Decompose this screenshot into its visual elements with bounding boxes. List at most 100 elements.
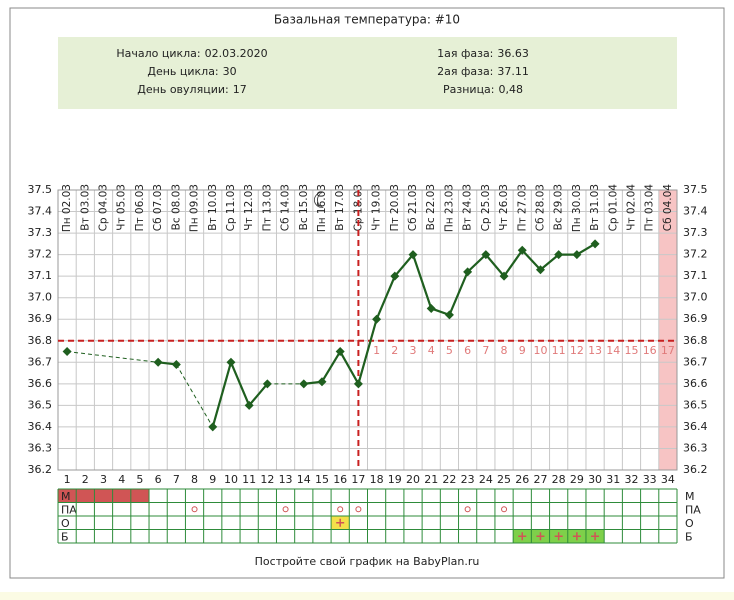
date-label: Пт 03.04 [644,184,656,232]
temperature-point [572,250,582,260]
info-line: День цикла: 30 [147,65,236,78]
day-label: 19 [388,473,402,486]
pa-mark [282,506,289,513]
info-label: День цикла: [147,65,218,78]
y-tick-label: 36.5 [28,398,53,411]
date-label: Вс 15.03 [298,184,310,230]
phase2-day: 16 [643,344,657,357]
y-tick-label-right: 36.6 [683,377,708,390]
day-label: 12 [260,473,274,486]
day-label: 16 [333,473,347,486]
period-mark [94,489,113,503]
date-label: Пн 09.03 [189,184,201,232]
gap-connector [175,364,214,428]
temperature-point [226,357,236,367]
temperature-point [554,250,564,260]
y-tick-label-right: 36.4 [683,420,708,433]
temperature-point [353,379,363,389]
pa-mark [355,506,362,513]
y-tick-label-right: 36.9 [683,312,708,325]
forecast-band [658,190,677,470]
info-value: 17 [233,83,247,96]
plus-mark [336,518,345,527]
temperature-point [481,250,491,260]
day-label: 5 [136,473,143,486]
info-value: 37.11 [497,65,529,78]
temperature-point [335,347,345,357]
period-mark [112,489,131,503]
y-tick-label-right: 37.5 [683,183,708,196]
row-label-right: О [685,517,694,530]
day-label: 14 [297,473,311,486]
day-label: 24 [479,473,493,486]
day-label: 15 [315,473,329,486]
phase2-day: 12 [570,344,584,357]
y-tick-label: 37.2 [28,248,53,261]
date-label: Ср 04.03 [98,184,110,231]
temperature-point [244,400,254,410]
y-tick-label-right: 37.3 [683,226,708,239]
date-label: Вт 17.03 [334,184,346,231]
phase2-day: 9 [519,344,526,357]
phase2-day: 11 [552,344,566,357]
day-label: 33 [643,473,657,486]
y-tick-label: 36.2 [28,463,53,476]
y-tick-label-right: 37.2 [683,248,708,261]
y-tick-label: 36.7 [28,355,53,368]
phase2-day: 5 [446,344,453,357]
day-label: 17 [351,473,365,486]
day-label: 10 [224,473,238,486]
day-label: 29 [570,473,584,486]
temperature-point [535,265,545,275]
phase2-day: 3 [410,344,417,357]
temperature-point [463,267,473,277]
info-value: 0,48 [499,83,524,96]
footer: Постройте свой график на BabyPlan.ru [255,555,480,568]
date-label: Пт 13.03 [261,184,273,231]
temperature-point [299,379,309,389]
temperature-point [590,239,600,249]
date-label: Чт 19.03 [371,184,383,231]
row-label-right: М [685,490,695,503]
phase2-day: 8 [501,344,508,357]
y-tick-label-right: 37.1 [683,269,708,282]
info-label: 2ая фаза: [437,65,493,78]
date-label: Вс 08.03 [170,184,182,230]
y-tick-label: 36.8 [28,334,53,347]
temperature-point [262,379,272,389]
temperature-point [408,250,418,260]
temperature-point [208,422,218,432]
info-line: 2ая фаза: 37.11 [437,65,529,78]
chart-title: Базальная температура: #10 [274,13,460,27]
day-label: 1 [64,473,71,486]
day-label: 6 [155,473,162,486]
plot-border [57,189,678,471]
plus-mark [591,532,600,541]
pa-mark [337,506,344,513]
phase2-day: 6 [464,344,471,357]
day-label: 21 [424,473,438,486]
plus-mark [536,532,545,541]
y-tick-label-right: 37.4 [683,205,708,218]
temperature-point [171,359,181,369]
day-label: 18 [370,473,384,486]
phase2-day: 15 [624,344,638,357]
day-label: 8 [191,473,198,486]
date-label: Вт 31.03 [589,184,601,231]
bottom-strip [0,592,734,600]
date-label: Чт 05.03 [116,184,128,231]
period-mark [130,489,150,503]
info-value: 36.63 [497,47,529,60]
info-label: Начало цикла: [116,47,200,60]
date-label: Ср 18.03 [352,184,364,231]
date-label: Пт 06.03 [134,184,146,231]
y-tick-label: 37.0 [28,291,53,304]
y-tick-label-right: 36.5 [683,398,708,411]
info-label: Разница: [443,83,495,96]
day-label: 34 [661,473,675,486]
date-label: Пн 23.03 [443,184,455,232]
date-label: Чт 26.03 [498,184,510,231]
y-tick-label: 37.3 [28,226,53,239]
pa-mark [501,506,508,513]
